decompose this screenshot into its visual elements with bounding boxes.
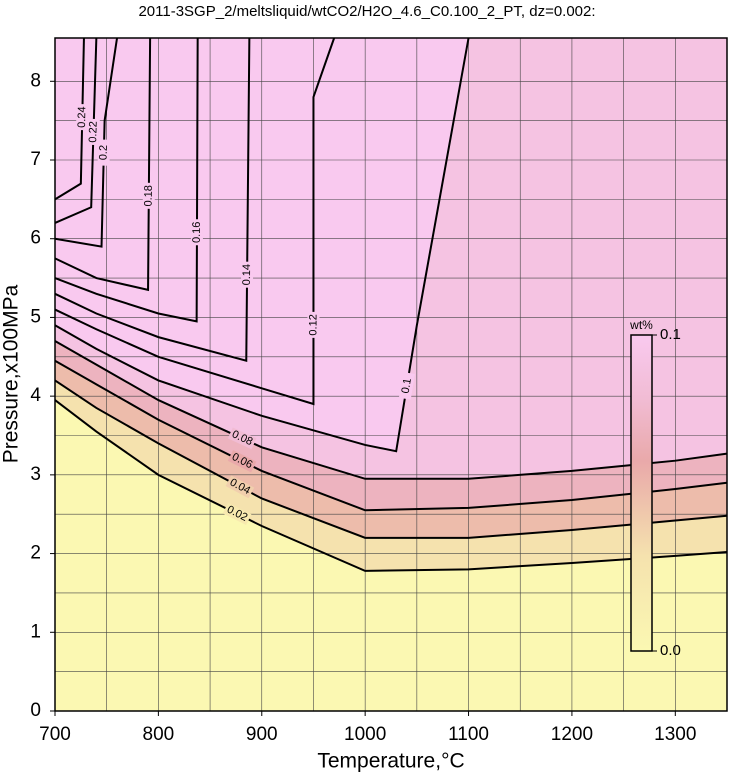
contour-label-group: 0.1 (398, 372, 415, 400)
contour-label-bg (222, 502, 252, 525)
contour-label-bg (225, 475, 255, 499)
contour-label-group: 0.12 (307, 311, 320, 338)
y-tick-label: 4 (30, 385, 41, 406)
contour-label-bg (142, 182, 155, 209)
x-tick-label: 1300 (654, 724, 696, 745)
x-axis-title: Temperature,°C (317, 750, 464, 773)
contour-label: 0.24 (76, 106, 88, 128)
contour-label-group: 0.22 (87, 118, 100, 146)
y-tick-label: 3 (30, 464, 41, 485)
x-tick-label: 900 (246, 724, 278, 745)
contour-label-group: 0.14 (240, 261, 254, 288)
contour-label: 0.22 (87, 121, 100, 143)
contour-label-bg (227, 427, 257, 450)
contour-label-group: 0.2 (97, 139, 111, 166)
y-tick-label: 0 (30, 700, 41, 721)
colorbar-tick-label: 0.0 (660, 642, 681, 659)
contour-label-bg (398, 372, 415, 400)
contour-label-bg (227, 450, 257, 473)
colorbar (630, 334, 653, 652)
plot-area: 0.020.040.060.080.10.120.140.160.180.20.… (54, 37, 728, 711)
colorbar-title: wt% (629, 318, 653, 332)
contour-label-group: 0.18 (142, 182, 155, 209)
contour-label-bg (97, 139, 111, 166)
contour-line (54, 37, 98, 224)
contour-label-bg (240, 261, 254, 288)
colorbar-tick-label: 0.1 (660, 326, 681, 343)
y-tick-label: 8 (30, 70, 41, 91)
x-tick-label: 700 (39, 724, 71, 745)
y-tick-label: 7 (30, 149, 41, 170)
y-tick-label: 5 (30, 306, 41, 327)
contour-label: 0.18 (143, 185, 155, 207)
contour-line (54, 37, 251, 363)
y-axis-title: Pressure,x100MPa (0, 284, 23, 463)
plot-frame (54, 37, 728, 712)
y-tick-label: 6 (30, 228, 41, 249)
y-tick-label: 1 (30, 621, 41, 642)
contour-label-bg (87, 118, 100, 146)
contour-label-bg (190, 219, 204, 246)
contour-label: 0.2 (98, 145, 110, 161)
contour-label-bg (307, 311, 320, 338)
contour-line (54, 37, 152, 292)
contour-line (54, 37, 336, 406)
y-tick-label: 2 (30, 543, 41, 564)
contour-label: 0.16 (191, 222, 203, 243)
contour-fill (55, 38, 84, 200)
contour-label: 0.14 (241, 264, 253, 286)
contour-line (54, 37, 470, 453)
x-tick-label: 1200 (551, 724, 593, 745)
chart-title: 2011-3SGP_2/meltsliquid/wtCO2/H2O_4.6_C0… (138, 3, 595, 20)
contour-line (54, 37, 85, 201)
contour-label: 0.1 (400, 377, 414, 394)
contour-line (54, 37, 119, 248)
contour-label: 0.12 (307, 314, 319, 335)
x-tick-label: 1000 (344, 724, 386, 745)
contour-label-bg (75, 104, 89, 131)
contour-label-group: 0.24 (75, 104, 89, 131)
x-tick-label: 1100 (448, 724, 489, 745)
x-tick-label: 800 (143, 724, 175, 745)
contour-label-group: 0.16 (190, 219, 204, 246)
